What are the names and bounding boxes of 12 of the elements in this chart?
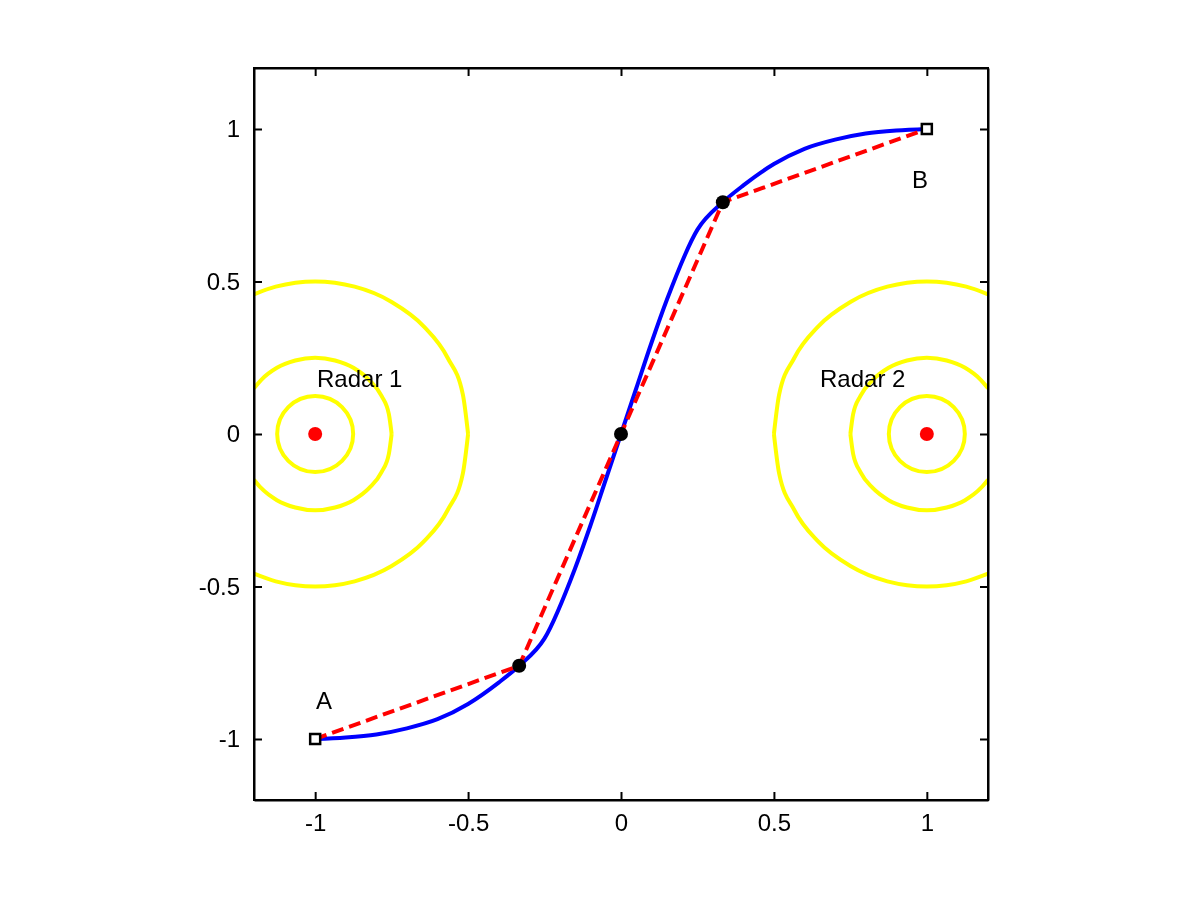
y-tick-label: -0.5	[198, 572, 240, 600]
y-tick-label: 1	[226, 115, 240, 143]
y-tick-label: 0	[226, 420, 240, 448]
x-tick-label: -1	[304, 809, 327, 837]
x-tick-label: 0	[614, 809, 629, 837]
x-tick-label: 0.5	[757, 809, 792, 837]
y-tick-label: 0.5	[206, 267, 240, 295]
y-tick-label: -1	[218, 725, 240, 753]
x-tick-label: 1	[920, 809, 935, 837]
x-tick-label: -0.5	[447, 809, 490, 837]
annotation: A	[316, 687, 333, 714]
annotation: B	[912, 166, 929, 193]
